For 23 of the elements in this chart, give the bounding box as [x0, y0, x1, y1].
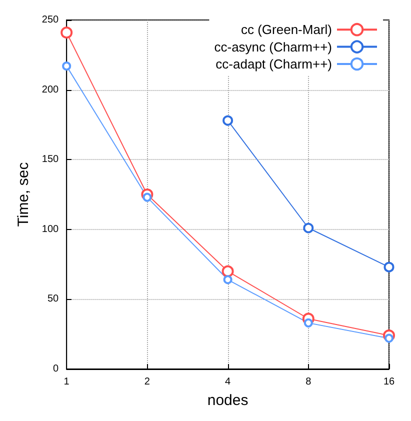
y-tick-label: 250: [42, 14, 60, 26]
y-tick-label: 100: [42, 224, 60, 235]
point: [60, 26, 73, 39]
legend-label: cc (Green-Marl): [240, 22, 332, 38]
x-tick-label: 8: [306, 376, 312, 388]
point: [384, 334, 394, 343]
point: [142, 192, 152, 202]
x-tick-label: 1: [64, 376, 70, 388]
legend-label: cc-async (Charm++): [214, 39, 332, 54]
x-tick-label: 4: [225, 376, 232, 388]
y-tick-label: 150: [42, 154, 60, 166]
legend-label: cc-adapt (Charm++): [216, 56, 332, 72]
point: [223, 275, 232, 284]
y-tick-label: 0: [53, 364, 60, 374]
point: [62, 62, 72, 71]
point: [222, 265, 234, 278]
x-tick-label: 16: [383, 376, 395, 388]
y-axis-title: Time, sec: [15, 162, 32, 227]
point: [304, 318, 313, 328]
x-axis-title: nodes: [207, 392, 248, 409]
x-tick-label: 2: [144, 376, 150, 388]
y-tick-label: 50: [47, 294, 60, 305]
y-tick-label: 200: [42, 84, 60, 96]
